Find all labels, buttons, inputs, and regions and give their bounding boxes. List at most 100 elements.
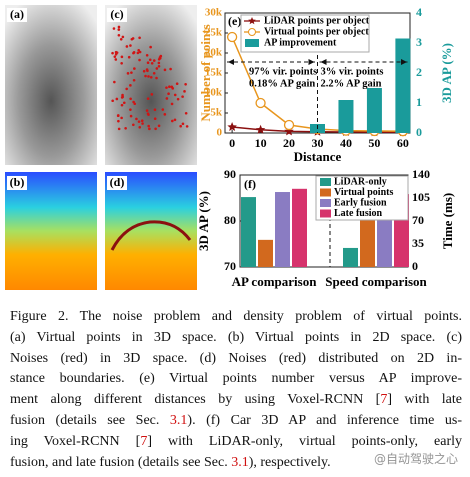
y2ticks-label: 70 [412,213,424,227]
noise-dot [138,125,142,129]
legend-swatch [320,188,331,197]
annotation: 3% vir. points [321,66,384,77]
noise-dot [161,108,165,111]
noise-dot [155,76,158,80]
noise-dot [111,51,114,55]
noise-dot [142,69,146,73]
reference-link[interactable]: 3.1 [169,412,188,428]
caption-text: stance boundaries. (e) Virtual points nu… [10,371,462,387]
x-tick-label: 60 [397,136,409,150]
noise-dot [153,108,157,111]
annotation: 97% vir. points [249,66,317,77]
noise-dot [147,75,150,78]
noise-dot [117,28,121,31]
y2-axis-label: Time (ms) [440,193,455,249]
noise-dot [170,85,174,89]
noise-dot [176,97,180,101]
image-a [5,5,97,165]
reference-link[interactable]: 7 [380,392,388,408]
caption-line: fusion (details see Sec. 3.1). (f) Car 3… [10,411,462,432]
noise-dot [113,55,117,58]
noise-dot [125,87,129,91]
noise-dot [117,119,120,123]
y-tick-label: 15k [205,67,223,79]
noise-dot [185,125,189,128]
panel-label: (d) [110,175,125,189]
noise-dot [113,80,116,84]
legend-swatch [245,39,259,47]
panel-label: (b) [10,175,25,189]
noise-dot [152,71,156,75]
y2-tick-label: 0 [416,125,422,139]
bar [366,88,382,133]
caption-line: ment along different distances by using … [10,390,462,411]
noise-dot [173,93,177,97]
legend-label: Late fusion [334,208,383,219]
noise-dot [144,74,147,78]
panel-label-bg [7,8,27,22]
noise-dot [120,62,123,65]
noise-dot [152,59,156,62]
y-axis-label: 3D AP (%) [196,191,211,251]
panel-label: (e) [228,14,241,28]
bar [338,100,354,133]
caption-text: fusion (details see Sec. [10,412,170,428]
x-tick-label: 40 [340,136,352,150]
panel-label: (f) [244,177,256,191]
noise-dot [138,50,142,54]
figure: (a) (c) (b) (d) 05k10k15k20k25k30k012340… [5,5,455,290]
y2ticks-label: 35 [412,236,424,250]
arrow-head [228,59,234,65]
y-tick-label: 10k [205,87,223,99]
legend-swatch [320,178,331,186]
caption-text: (a) Virtual points in 3D space. (b) Virt… [10,329,462,345]
x-tick-label: 50 [368,136,380,150]
marker [283,119,295,131]
noise-dot [157,124,161,128]
marker [255,97,266,109]
caption-line: Noises (red) in 3D space. (d) Noises (re… [10,349,462,370]
x-tick-label: 10 [255,136,267,150]
noise-dot [132,123,135,127]
bar [241,197,256,267]
reference-link[interactable]: 7 [140,433,148,449]
noise-dot [133,67,136,70]
legend-label: AP improvement [264,37,337,48]
caption-text: ), respectively. [248,454,331,470]
noise-dot [169,67,172,71]
y2-tick-label: 1 [416,95,422,109]
noise-dot [120,116,123,120]
noise-dot [115,97,119,101]
noise-dot [129,97,132,101]
noise-dot [145,109,149,112]
marker [284,126,294,136]
caption-text: ). (f) Car 3D AP and inference time us- [187,412,463,428]
caption-line: stance boundaries. (e) Virtual points nu… [10,369,462,390]
yticks-label: 90 [224,167,236,181]
y2-tick-label: 2 [416,65,422,79]
legend-label: Virtual points per object [264,26,369,37]
y2-tick-label: 4 [416,5,422,19]
noise-dot [183,90,186,93]
x-tick-label: 30 [312,136,324,150]
bar [275,192,290,267]
x-axis-label: Distance [294,149,342,164]
x-tick-label: AP comparison [232,274,318,289]
noise-dot [120,103,124,107]
image-c [105,5,197,165]
noise-dot [141,122,144,125]
noise-dot [159,54,163,58]
reference-link[interactable]: 3.1 [231,454,249,470]
noise-dot [149,75,153,79]
caption: Figure 2. The noise problem and density … [10,307,462,473]
y2ticks-label: 140 [412,167,430,181]
legend-box [315,175,409,221]
caption-text: ] with LiDAR-only, virtual points-only, … [147,433,462,449]
caption-text: ing Voxel-RCNN [ [10,433,141,449]
panel-label: (c) [110,7,123,21]
noise-dot [130,37,134,41]
marker [226,31,238,43]
noise-dot [138,58,141,62]
noise-dot [167,92,170,96]
